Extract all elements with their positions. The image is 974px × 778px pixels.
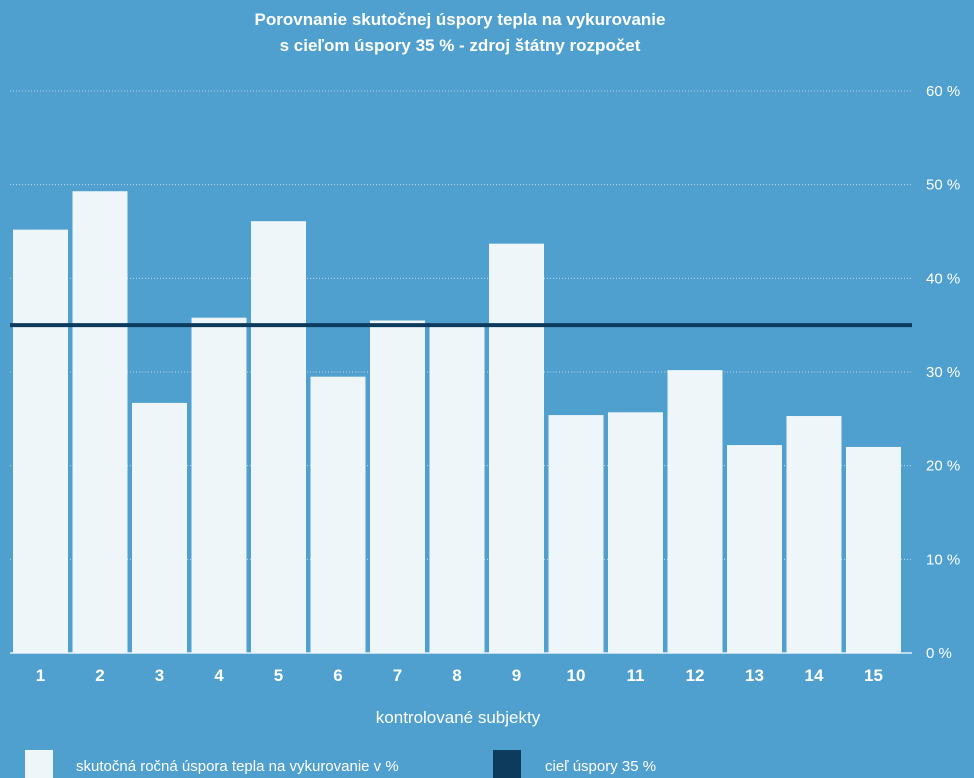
bar-5 <box>251 221 306 654</box>
x-tick-label: 3 <box>155 666 164 685</box>
bar-13 <box>727 445 782 653</box>
bar-7 <box>370 320 425 653</box>
bar-6 <box>310 376 366 653</box>
bar-9 <box>489 243 544 653</box>
x-tick-label: 10 <box>567 666 586 685</box>
y-tick-label: 10 % <box>926 551 960 568</box>
x-tick-label: 6 <box>333 666 342 685</box>
legend-label-target: cieľ úspory 35 % <box>545 758 656 775</box>
y-tick-label: 60 % <box>926 83 960 100</box>
y-tick-label: 40 % <box>926 270 960 287</box>
y-tick-label: 30 % <box>926 364 960 381</box>
x-tick-label: 2 <box>95 666 104 685</box>
bar-11 <box>608 412 663 653</box>
bar-12 <box>667 370 723 653</box>
x-tick-label: 12 <box>686 666 705 685</box>
x-tick-label: 9 <box>512 666 521 685</box>
x-tick-label: 4 <box>214 666 224 685</box>
x-tick-label: 11 <box>627 666 645 685</box>
bar-14 <box>786 416 842 653</box>
bar-2 <box>72 191 128 653</box>
legend-label-actual-saving: skutočná ročná úspora tepla na vykurovan… <box>76 758 399 775</box>
y-axis-tick-labels: 0 % 10 % 20 % 30 % 40 % 50 % 60 % <box>926 83 960 662</box>
x-tick-label: 1 <box>36 666 45 685</box>
bars <box>13 191 901 654</box>
x-tick-label: 5 <box>274 666 283 685</box>
y-tick-label: 50 % <box>926 177 960 194</box>
legend-swatch-actual-saving <box>25 750 53 778</box>
bar-10 <box>548 415 604 653</box>
bar-8 <box>429 323 485 653</box>
bar-1 <box>13 229 68 654</box>
x-tick-label: 15 <box>864 666 883 685</box>
y-tick-label: 0 % <box>926 645 952 662</box>
bar-4 <box>191 317 247 653</box>
chart-title-line-2: s cieľom úspory 35 % - zdroj štátny rozp… <box>280 36 641 55</box>
x-tick-label: 7 <box>393 666 402 685</box>
x-axis-label: kontrolované subjekty <box>376 708 541 727</box>
y-tick-label: 20 % <box>926 458 960 475</box>
x-tick-label: 14 <box>805 666 824 685</box>
chart-title-line-1: Porovnanie skutočnej úspory tepla na vyk… <box>255 10 666 29</box>
legend-swatch-target <box>493 750 521 778</box>
x-tick-label: 13 <box>745 666 764 685</box>
bar-15 <box>846 446 901 653</box>
bar-3 <box>132 402 187 653</box>
x-axis-tick-labels: 1 2 3 4 5 6 7 8 9 10 11 12 13 14 15 <box>36 666 883 685</box>
x-tick-label: 8 <box>452 666 461 685</box>
